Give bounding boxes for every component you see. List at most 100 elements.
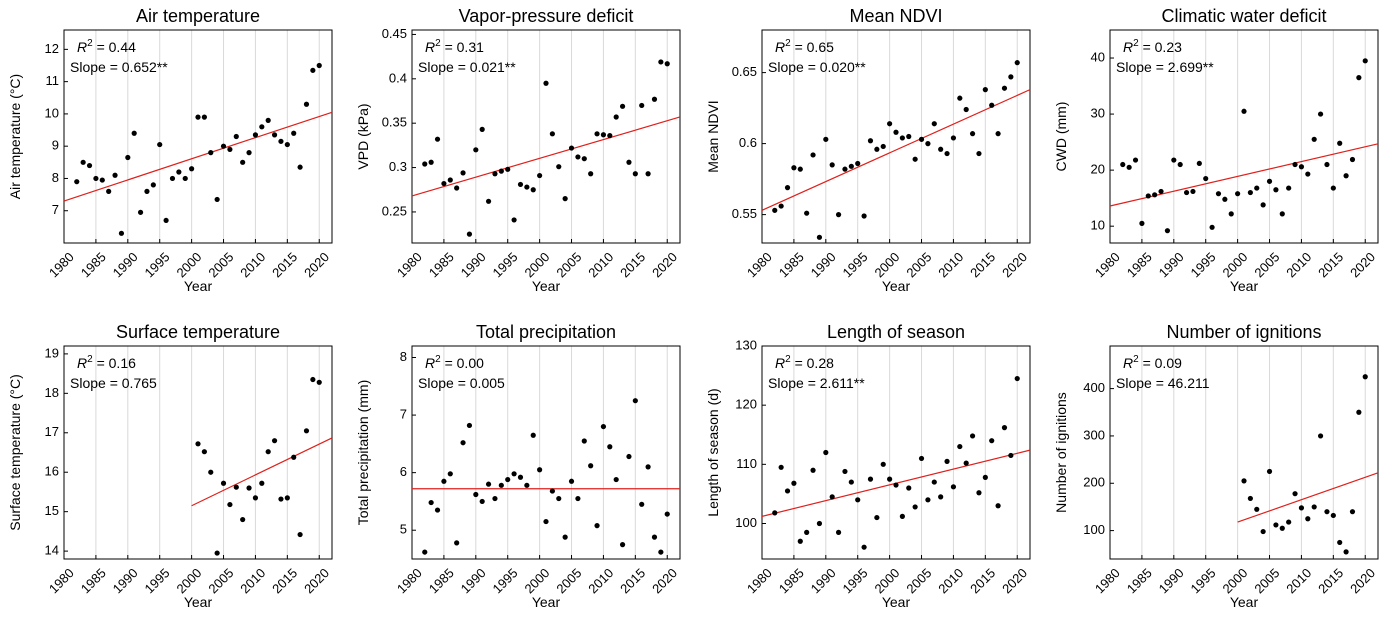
x-tick-label: 2000 bbox=[1219, 249, 1250, 280]
data-point bbox=[791, 165, 797, 171]
data-point bbox=[925, 141, 931, 147]
r-squared-superscript: 2 bbox=[87, 38, 93, 49]
data-point bbox=[240, 516, 246, 523]
panel-6: 1980 1985 1990 1995 2000 2005 2010 2015 2020 5 6 7 8… bbox=[355, 322, 681, 610]
data-point bbox=[816, 520, 823, 527]
data-point bbox=[556, 495, 562, 502]
data-point bbox=[893, 129, 899, 135]
x-tick-label: 2005 bbox=[1251, 565, 1282, 596]
x-tick-label: 1980 bbox=[394, 565, 425, 596]
x-tick-label: 1990 bbox=[808, 249, 839, 280]
regression-line bbox=[63, 111, 333, 202]
data-point bbox=[658, 549, 664, 555]
chart-title: Total precipitation bbox=[476, 322, 616, 342]
r-squared-annotation: R2 = 0.00 bbox=[425, 354, 484, 371]
data-point bbox=[112, 172, 118, 178]
slope-annotation: Slope = 46.211 bbox=[1116, 375, 1210, 391]
data-point bbox=[784, 185, 791, 191]
data-point bbox=[278, 138, 284, 144]
data-point bbox=[1254, 506, 1260, 512]
data-point bbox=[855, 160, 861, 167]
data-point bbox=[797, 538, 803, 544]
data-point bbox=[505, 166, 511, 172]
y-axis-label: Mean NDVI bbox=[705, 100, 721, 172]
data-point bbox=[163, 217, 169, 224]
slope-annotation: Slope = 0.652** bbox=[70, 59, 168, 75]
data-point bbox=[176, 169, 182, 175]
data-point bbox=[989, 102, 995, 108]
data-point bbox=[581, 438, 587, 444]
data-point bbox=[588, 463, 594, 469]
data-point bbox=[1305, 171, 1311, 177]
x-tick-label: 1990 bbox=[110, 249, 141, 280]
data-point bbox=[607, 133, 613, 139]
data-point bbox=[658, 59, 664, 65]
chart-title: Air temperature bbox=[136, 6, 260, 26]
data-point bbox=[867, 476, 874, 482]
data-point bbox=[1305, 516, 1311, 522]
x-tick-label: 1995 bbox=[142, 249, 173, 280]
data-point bbox=[1126, 164, 1132, 170]
x-axis-label: Year bbox=[532, 594, 561, 610]
axes-box bbox=[63, 29, 333, 244]
data-point bbox=[829, 494, 835, 500]
data-point bbox=[842, 468, 848, 475]
data-point bbox=[976, 150, 982, 157]
data-point bbox=[303, 101, 310, 107]
data-point bbox=[150, 182, 156, 188]
y-tick-label: 5 bbox=[400, 522, 407, 537]
data-point bbox=[989, 438, 995, 444]
data-point bbox=[137, 209, 144, 215]
r-squared-annotation: R2 = 0.16 bbox=[77, 354, 136, 371]
data-point bbox=[310, 376, 316, 383]
panel-5: 1980 1985 1990 1995 2000 2005 2010 2015 2020 14 15… bbox=[7, 322, 333, 610]
data-point bbox=[651, 96, 658, 102]
data-point bbox=[664, 511, 670, 517]
data-point bbox=[195, 114, 201, 120]
r-squared-symbol: R bbox=[77, 355, 87, 371]
y-tick-label: 200 bbox=[1083, 475, 1105, 490]
data-point bbox=[1362, 58, 1368, 64]
data-point bbox=[1311, 136, 1317, 142]
r-squared-value: = 0.00 bbox=[441, 355, 484, 371]
r-squared-symbol: R bbox=[775, 355, 785, 371]
data-point bbox=[1120, 161, 1126, 168]
r-squared-symbol: R bbox=[1123, 39, 1133, 55]
x-tick-label: 2015 bbox=[269, 249, 300, 280]
data-point bbox=[607, 444, 613, 450]
data-point bbox=[626, 453, 632, 460]
data-point bbox=[1260, 528, 1266, 535]
data-point bbox=[816, 234, 823, 240]
x-tick-label: 1995 bbox=[1188, 249, 1219, 280]
data-point bbox=[835, 212, 842, 218]
data-point bbox=[182, 175, 188, 182]
data-point bbox=[925, 497, 931, 503]
data-point bbox=[1337, 539, 1343, 546]
data-point bbox=[1349, 156, 1356, 163]
y-tick-label: 0.65 bbox=[732, 64, 757, 79]
y-tick-label: 19 bbox=[45, 345, 59, 360]
x-tick-label: 2020 bbox=[301, 249, 332, 280]
y-tick-label: 11 bbox=[46, 73, 60, 88]
x-tick-label: 2020 bbox=[999, 565, 1030, 596]
data-point bbox=[810, 152, 816, 158]
data-point bbox=[1190, 188, 1196, 195]
slope-annotation: Slope = 0.020** bbox=[768, 59, 866, 75]
data-point bbox=[310, 67, 316, 73]
data-point bbox=[1273, 522, 1279, 528]
data-point bbox=[537, 467, 543, 473]
data-point bbox=[982, 474, 988, 480]
data-point bbox=[918, 136, 925, 142]
data-point bbox=[1014, 375, 1020, 382]
data-point bbox=[906, 133, 912, 140]
data-point bbox=[1158, 188, 1164, 195]
data-point bbox=[1164, 228, 1171, 234]
data-point bbox=[1298, 505, 1305, 511]
data-point bbox=[1337, 140, 1343, 146]
x-tick-label: 2020 bbox=[301, 565, 332, 596]
x-tick-label: 2010 bbox=[935, 249, 966, 280]
y-tick-label: 12 bbox=[45, 41, 59, 56]
x-tick-label: 1985 bbox=[78, 249, 109, 280]
data-point bbox=[944, 150, 950, 157]
